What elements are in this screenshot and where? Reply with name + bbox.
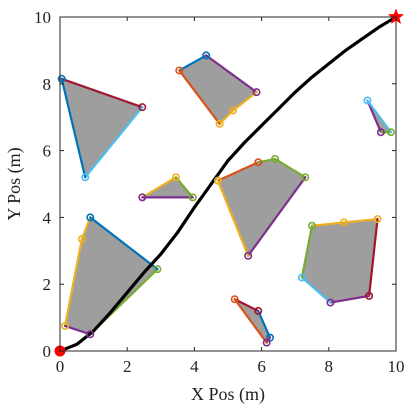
obstacle-vertex-marker bbox=[254, 306, 263, 315]
obstacle-vertex-marker bbox=[254, 158, 263, 167]
obstacle-8-edge bbox=[257, 309, 272, 339]
obstacle-7-edge bbox=[310, 221, 346, 227]
obstacle-6-edge bbox=[89, 216, 159, 271]
obstacle-vertex-marker bbox=[171, 173, 180, 182]
obstacle-vertex-marker bbox=[376, 128, 385, 137]
obstacle-1 bbox=[61, 78, 143, 178]
obstacle-7-edge bbox=[342, 217, 379, 224]
obstacle-vertex-marker bbox=[86, 213, 95, 222]
y-tick-label: 0 bbox=[43, 342, 52, 361]
obstacle-4-edge bbox=[141, 176, 178, 199]
obstacle-7-edge bbox=[368, 217, 379, 297]
x-tick-label: 10 bbox=[388, 357, 405, 376]
path-layer bbox=[58, 15, 398, 353]
x-tick-label: 4 bbox=[190, 357, 199, 376]
y-tick-label: 6 bbox=[43, 142, 52, 161]
obstacle-8-edge bbox=[233, 298, 268, 344]
obstacle-vertex-marker bbox=[271, 154, 280, 163]
obstacle-vertex-marker bbox=[326, 298, 335, 307]
obstacle-vertex-marker bbox=[81, 173, 90, 182]
obstacle-2 bbox=[179, 55, 257, 124]
obstacle-3-edge bbox=[366, 99, 393, 134]
vertex-markers-layer bbox=[57, 51, 395, 347]
obstacle-5 bbox=[217, 158, 306, 256]
obstacle-vertex-marker bbox=[138, 103, 147, 112]
obstacle-vertex-marker bbox=[86, 330, 95, 339]
obstacle-vertex-marker bbox=[307, 221, 316, 230]
obstacle-vertex-marker bbox=[297, 273, 306, 282]
obstacles-layer bbox=[60, 54, 393, 344]
obstacle-vertex-marker bbox=[153, 265, 162, 274]
obstacle-3-edge bbox=[366, 99, 382, 134]
axes-box bbox=[59, 16, 397, 352]
obstacle-vertex-marker bbox=[386, 128, 395, 137]
x-tick-label: 2 bbox=[123, 357, 132, 376]
obstacle-vertex-marker bbox=[77, 235, 86, 244]
axis-ticks: 0 2 4 6 8 10 0 2 4 6 8 10 bbox=[34, 8, 405, 376]
x-tick-label: 8 bbox=[325, 357, 334, 376]
obstacle-vertex-marker bbox=[373, 215, 382, 224]
obstacle-2-edge bbox=[178, 54, 208, 72]
obstacle-vertex-marker bbox=[138, 193, 147, 202]
obstacle-vertex-marker bbox=[365, 291, 374, 300]
obstacle-1-edge bbox=[60, 77, 87, 179]
obstacle-vertex-marker bbox=[57, 74, 66, 83]
obstacle-vertex-marker bbox=[363, 96, 372, 105]
obstacle-5-edge bbox=[216, 179, 250, 257]
obstacle-5-edge bbox=[216, 161, 260, 182]
obstacle-7 bbox=[301, 219, 378, 303]
obstacle-2-edge bbox=[178, 69, 221, 125]
y-tick-label: 8 bbox=[43, 75, 52, 94]
obstacle-2-edge bbox=[205, 54, 258, 94]
obstacle-vertex-marker bbox=[61, 321, 70, 330]
obstacle-7-edge bbox=[300, 224, 314, 279]
obstacle-vertex-marker bbox=[244, 251, 253, 260]
obstacle-vertex-marker bbox=[252, 88, 261, 97]
y-tick-label: 10 bbox=[34, 8, 51, 27]
obstacle-4-edge bbox=[174, 176, 194, 199]
obstacle-vertex-marker bbox=[339, 218, 348, 227]
obstacle-2-edge bbox=[231, 91, 258, 112]
obstacle-5-edge bbox=[247, 176, 307, 257]
obstacle-6-edge bbox=[63, 324, 92, 336]
obstacle-vertex-marker bbox=[175, 66, 184, 75]
obstacle-7-edge bbox=[300, 276, 332, 304]
obstacle-vertex-marker bbox=[202, 51, 211, 60]
y-tick-label: 4 bbox=[43, 208, 52, 227]
obstacle-1-edge bbox=[60, 77, 144, 109]
y-axis-label: Y Pos (m) bbox=[4, 147, 25, 220]
obstacle-vertex-marker bbox=[230, 295, 239, 304]
x-axis-label: X Pos (m) bbox=[191, 384, 265, 405]
obstacle-6-edge bbox=[63, 238, 83, 328]
obstacle-1-edge bbox=[84, 106, 144, 179]
obstacle-vertex-marker bbox=[229, 106, 238, 115]
planned-path-line bbox=[58, 15, 398, 353]
obstacle-vertex-marker bbox=[262, 338, 271, 347]
y-tick-label: 2 bbox=[43, 275, 52, 294]
obstacle-vertex-marker bbox=[188, 193, 197, 202]
obstacle-vertex-marker bbox=[301, 173, 310, 182]
obstacle-5-edge bbox=[273, 157, 307, 179]
obstacle-8-edge bbox=[233, 298, 260, 313]
obstacle-vertex-marker bbox=[213, 176, 222, 185]
obstacle-6 bbox=[65, 217, 158, 335]
obstacle-7-edge bbox=[329, 294, 371, 304]
x-tick-label: 6 bbox=[257, 357, 266, 376]
obstacle-vertex-marker bbox=[215, 119, 224, 128]
x-tick-label: 0 bbox=[56, 357, 65, 376]
